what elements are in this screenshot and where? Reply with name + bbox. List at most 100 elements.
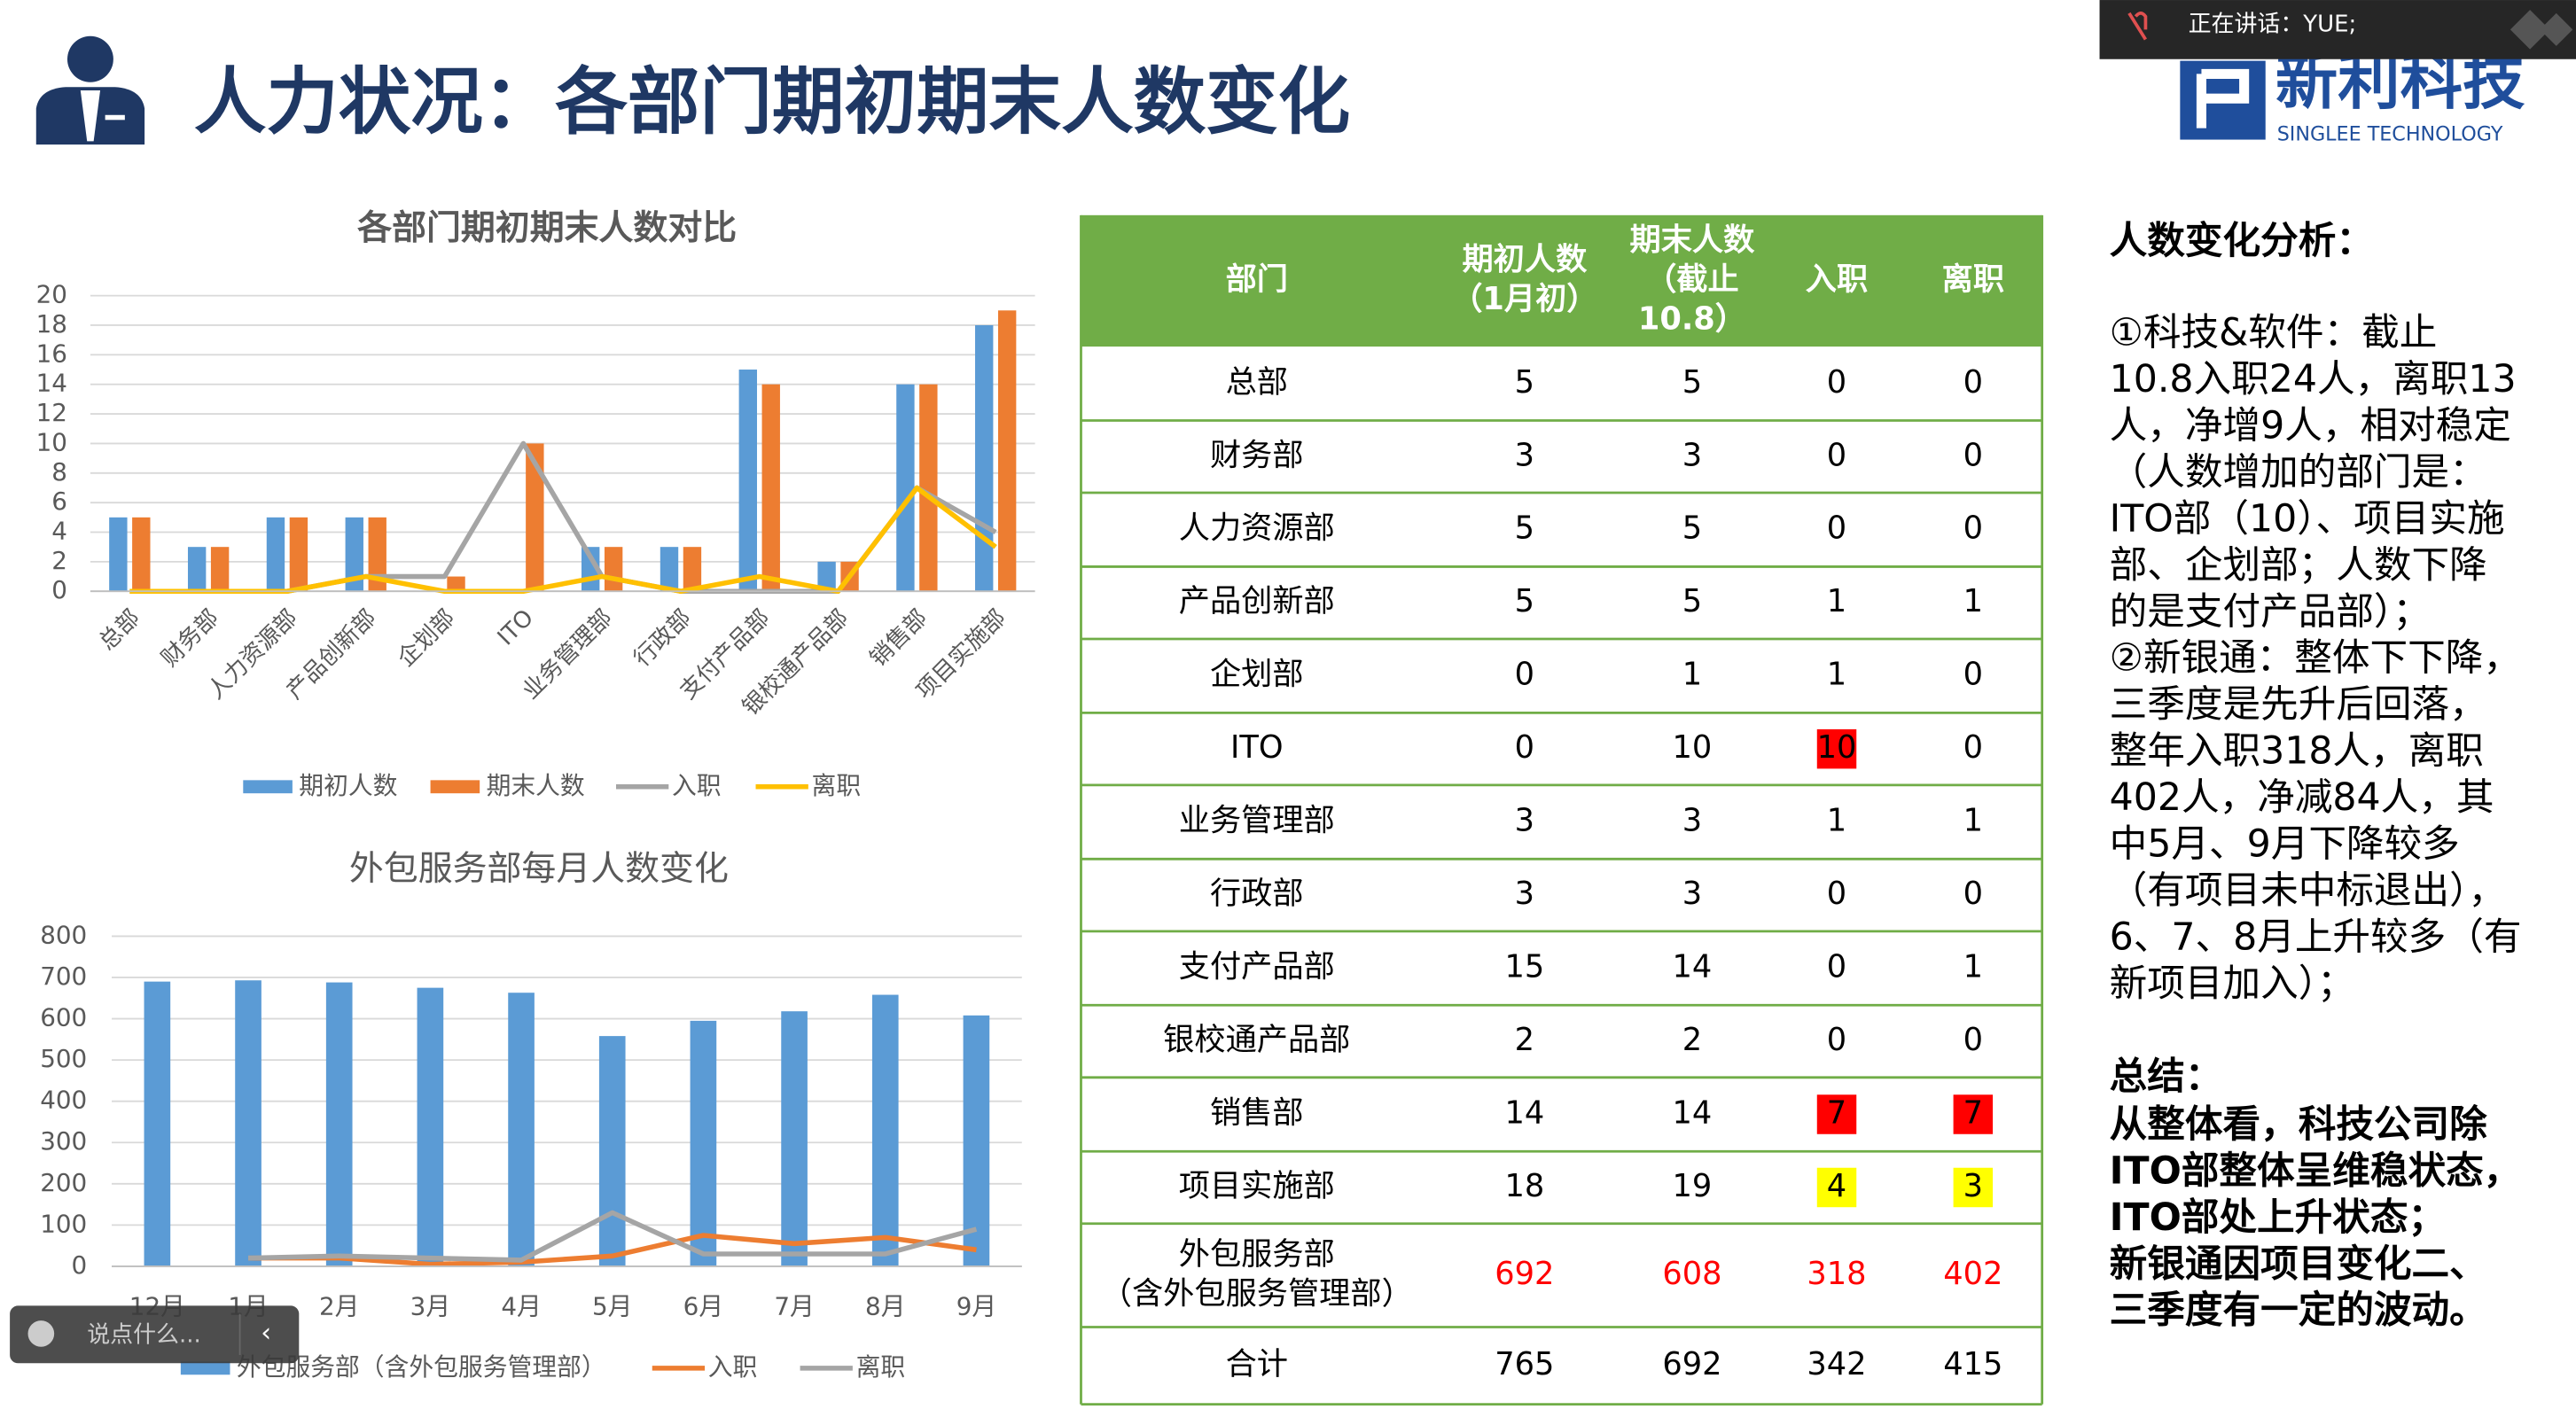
table-cell: 692	[1495, 1256, 1554, 1292]
table-cell: 3	[1682, 803, 1702, 839]
collapse-button[interactable]: ‹	[261, 1316, 271, 1347]
analysis-line: ①科技&软件：截止	[2110, 311, 2438, 355]
line	[129, 440, 997, 595]
table-header-cell: 10.8）	[1638, 300, 1746, 337]
table-cell: 608	[1662, 1256, 1721, 1292]
table-cell: 0	[1963, 437, 1983, 473]
analysis-line: 整年入职318人，离职	[2110, 729, 2484, 774]
row-label: 产品创新部	[1179, 583, 1335, 619]
bar	[690, 1020, 717, 1266]
table-cell: 1	[1827, 583, 1846, 619]
x-tick-label: ITO	[493, 604, 539, 650]
table-cell: 14	[1673, 1095, 1713, 1132]
analysis-line: 新项目加入）；	[2110, 962, 2355, 1006]
table-header-cell: （截止	[1645, 261, 1739, 298]
legend-swatch	[180, 1361, 230, 1375]
table-cell: 415	[1943, 1346, 2002, 1382]
table-cell: 402	[1943, 1256, 2002, 1292]
chat-placeholder[interactable]: 说点什么...	[87, 1321, 201, 1348]
chat-box[interactable]: 说点什么... ‹	[10, 1305, 300, 1364]
summary-line: ITO部整体呈维稳状态，	[2110, 1149, 2522, 1193]
table-cell: 10	[1817, 729, 1857, 766]
y-tick-label: 16	[36, 339, 67, 368]
bar	[871, 994, 899, 1266]
y-tick-label: 10	[36, 427, 67, 456]
x-tick-label: 销售部	[865, 604, 933, 672]
analysis-line: 人，净增9人，相对稳定	[2110, 404, 2511, 448]
bar	[132, 517, 151, 592]
legend-label: 入职	[672, 771, 722, 800]
analysis-line: 部、企划部；人数下降	[2110, 543, 2487, 588]
row-label: 合计	[1226, 1346, 1288, 1382]
line	[247, 1210, 978, 1263]
table-cell: 0	[1963, 657, 1983, 693]
legend-swatch	[430, 780, 480, 794]
x-tick-label: 行政部	[628, 604, 696, 672]
table-cell: 0	[1827, 876, 1846, 912]
table-cell: 10	[1673, 729, 1713, 766]
analysis-title: 人数变化分析：	[2110, 219, 2374, 263]
speaking-text: 正在讲话：YUE;	[2189, 11, 2357, 37]
x-tick-label: 8月	[865, 1291, 905, 1320]
bar	[761, 384, 780, 592]
y-tick-label: 500	[40, 1044, 87, 1073]
speaking-bar: 正在讲话：YUE;	[2099, 0, 2576, 59]
y-tick-label: 800	[40, 920, 87, 949]
cell-highlight	[1816, 1167, 1857, 1208]
summary-line: ITO部处上升状态；	[2110, 1195, 2446, 1240]
bar	[417, 987, 444, 1266]
bar	[919, 384, 938, 592]
logo-subtext: SINGLEE TECHNOLOGY	[2277, 123, 2503, 146]
bar	[660, 547, 679, 592]
table-cell: 0	[1963, 876, 1983, 912]
analysis-line: 10.8入职24人，离职13	[2110, 357, 2517, 401]
x-tick-label: 企划部	[393, 604, 460, 672]
row-label: 销售部	[1210, 1095, 1304, 1132]
table-cell: 0	[1515, 657, 1534, 693]
row-label: 外包服务部	[1179, 1236, 1335, 1273]
table-cell: 1	[1963, 949, 1983, 985]
table-cell: 0	[1827, 949, 1846, 985]
bar	[975, 324, 994, 592]
bar	[963, 1015, 990, 1266]
table-cell: 5	[1515, 364, 1534, 401]
bar	[997, 310, 1017, 592]
table-cell: 5	[1682, 364, 1702, 401]
table-cell: 5	[1515, 510, 1534, 547]
y-tick-label: 2	[51, 546, 67, 575]
legend-label: 期末人数	[487, 771, 585, 800]
y-tick-label: 8	[51, 457, 67, 487]
line	[248, 1233, 977, 1267]
table-cell: 7	[1827, 1095, 1846, 1132]
table-cell: 3	[1682, 876, 1702, 912]
cell-highlight	[1953, 1094, 1994, 1134]
y-tick-label: 200	[40, 1168, 87, 1197]
table-cell: 3	[1963, 1168, 1983, 1204]
y-tick-label: 100	[40, 1209, 87, 1238]
bar	[144, 981, 171, 1266]
y-tick-label: 12	[36, 398, 67, 427]
legend-label: 入职	[708, 1352, 758, 1382]
table-cell: 318	[1807, 1256, 1866, 1292]
y-tick-label: 0	[72, 1250, 88, 1280]
analysis-line: ②新银通：整体下下降，	[2110, 636, 2521, 681]
x-tick-label: 3月	[410, 1291, 450, 1320]
row-label: 支付产品部	[1179, 949, 1335, 985]
table-cell: 5	[1682, 510, 1702, 547]
table-cell: 5	[1682, 583, 1702, 619]
x-tick-label: 2月	[319, 1291, 359, 1320]
y-tick-label: 4	[51, 517, 67, 546]
table-cell: 0	[1515, 729, 1534, 766]
table-cell: 2	[1682, 1022, 1702, 1058]
analysis-line: 的是支付产品部）；	[2110, 589, 2431, 634]
table-cell: 14	[1504, 1095, 1544, 1132]
bar	[683, 547, 702, 592]
x-tick-label: 财务部	[157, 604, 224, 672]
summary-title: 总结：	[2110, 1055, 2223, 1099]
table-cell: 3	[1515, 437, 1534, 473]
bar	[896, 384, 915, 592]
table-cell: 0	[1963, 729, 1983, 766]
table-header-cell: 离职	[1942, 261, 2004, 298]
y-tick-label: 18	[36, 309, 67, 339]
analysis-line: 三季度是先升后回落，	[2110, 682, 2487, 727]
